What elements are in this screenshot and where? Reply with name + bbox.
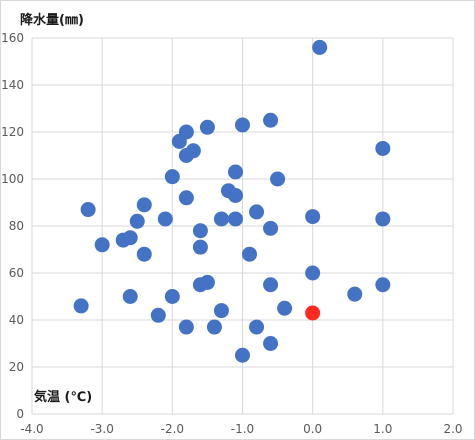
y-tick-label: 20 — [9, 360, 24, 374]
data-point — [213, 303, 229, 319]
data-point — [206, 319, 222, 335]
data-point — [150, 307, 166, 323]
data-point — [192, 239, 208, 255]
data-point — [178, 148, 194, 163]
y-tick-labels: 0 20 40 60 80 100 120 140 160 — [1, 31, 24, 421]
x-tick-label: -4.0 — [20, 422, 43, 436]
x-tick-label: 0.0 — [303, 422, 322, 436]
data-point — [263, 336, 279, 351]
x-axis-title: 気温 (℃) — [34, 389, 92, 405]
y-tick-label: 40 — [9, 313, 24, 327]
data-point — [94, 237, 110, 253]
data-point — [80, 202, 96, 218]
data-point — [277, 300, 293, 316]
x-tick-label: 2.0 — [443, 422, 462, 436]
data-point — [227, 187, 243, 203]
x-tick-label: 1.0 — [373, 422, 392, 436]
data-point — [73, 298, 89, 314]
data-point — [375, 211, 391, 227]
x-tick-label: -2.0 — [161, 422, 184, 436]
data-point — [263, 220, 279, 236]
data-point — [199, 119, 215, 135]
y-tick-label: 80 — [9, 219, 24, 233]
data-point — [178, 190, 194, 206]
data-point — [242, 246, 258, 262]
x-tick-label: -1.0 — [231, 422, 254, 436]
data-point — [249, 204, 265, 220]
data-point — [227, 164, 243, 180]
data-point — [213, 211, 229, 227]
data-point — [122, 289, 138, 304]
y-tick-label: 60 — [9, 266, 24, 280]
highlighted-data-point — [305, 305, 321, 321]
data-point — [171, 133, 187, 149]
data-point — [347, 286, 363, 302]
gridlines — [31, 37, 454, 415]
data-point — [192, 223, 208, 239]
data-point — [136, 197, 152, 213]
y-tick-label: 0 — [16, 407, 24, 421]
data-point — [375, 140, 391, 156]
data-point — [312, 39, 328, 55]
y-axis-title: 降水量(㎜) — [20, 12, 84, 28]
data-points — [73, 39, 391, 363]
data-point — [227, 211, 243, 227]
data-point — [164, 169, 180, 185]
y-tick-label: 140 — [1, 78, 24, 92]
data-point — [235, 347, 250, 363]
data-point — [178, 319, 194, 335]
y-tick-label: 120 — [1, 125, 24, 139]
data-point — [235, 117, 250, 133]
data-point — [164, 289, 180, 304]
y-tick-label: 160 — [1, 31, 24, 45]
data-point — [263, 112, 279, 128]
x-tick-label: -3.0 — [90, 422, 113, 436]
data-point — [270, 171, 286, 187]
y-tick-label: 100 — [1, 172, 24, 186]
data-point — [305, 265, 321, 281]
data-point — [263, 277, 279, 293]
data-point — [115, 232, 131, 248]
data-point — [375, 277, 391, 293]
data-point — [157, 211, 173, 227]
data-point — [249, 319, 265, 335]
data-point — [129, 213, 145, 229]
x-tick-labels: -4.0 -3.0 -2.0 -1.0 0.0 1.0 2.0 — [20, 422, 462, 436]
data-point — [305, 209, 321, 225]
data-point — [136, 246, 152, 262]
data-point — [192, 277, 208, 293]
